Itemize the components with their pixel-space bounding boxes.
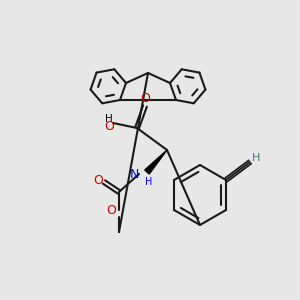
Text: H: H xyxy=(252,153,260,163)
Text: H: H xyxy=(145,177,153,187)
Text: O: O xyxy=(93,173,103,187)
Text: O: O xyxy=(140,92,150,106)
Text: N: N xyxy=(130,167,139,181)
Text: O: O xyxy=(106,205,116,218)
Text: H: H xyxy=(105,114,113,124)
Polygon shape xyxy=(145,150,167,174)
Text: O: O xyxy=(104,121,114,134)
